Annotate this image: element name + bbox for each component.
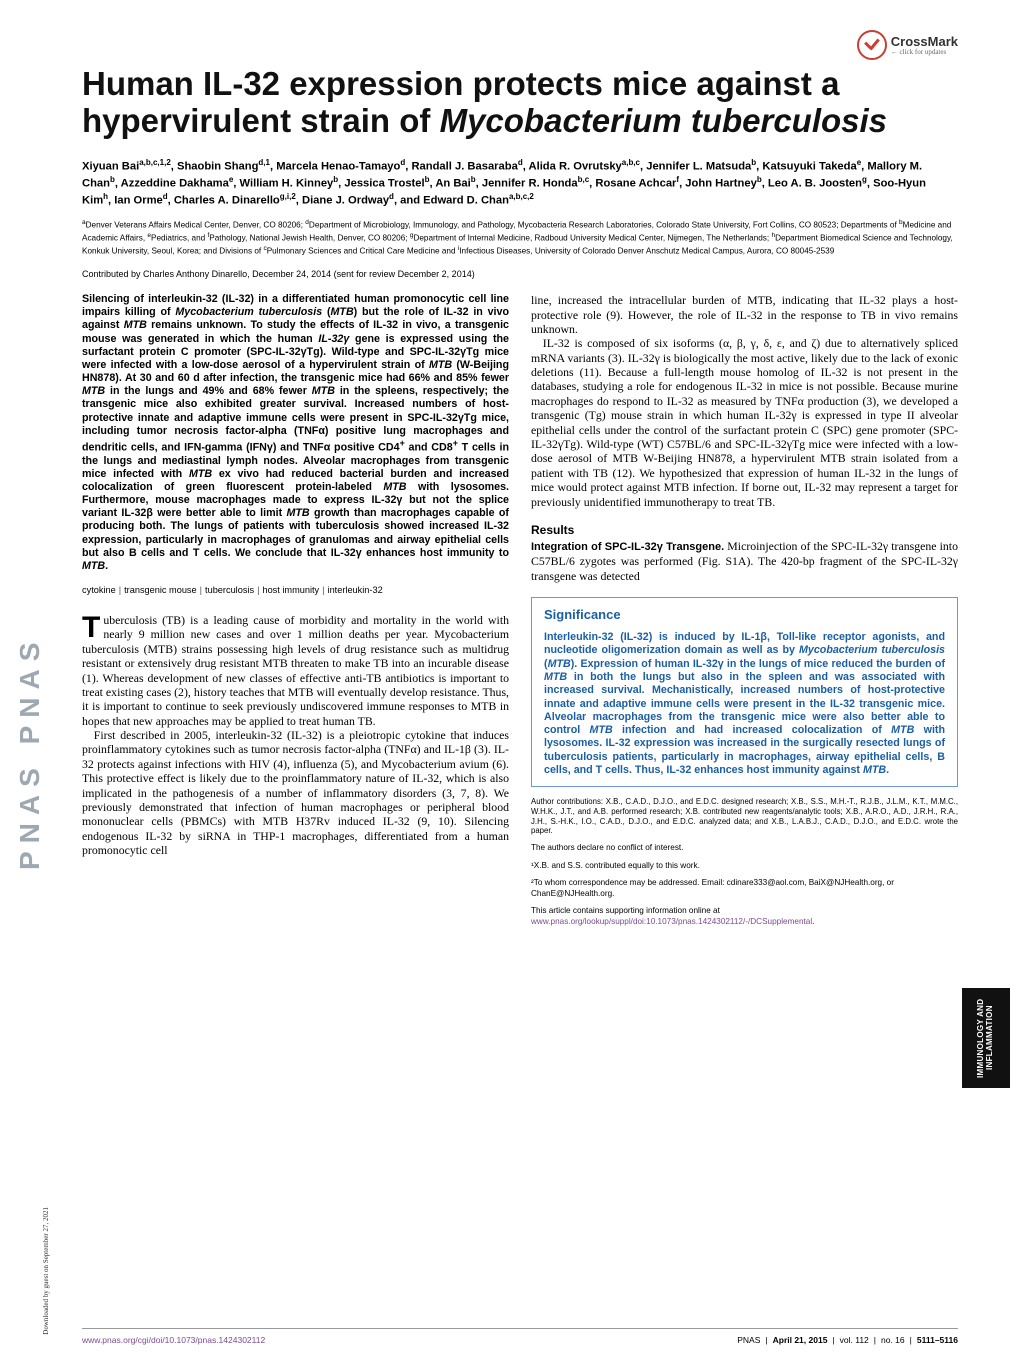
crossmark-label: CrossMark xyxy=(891,35,958,48)
intro-continued: line, increased the intracellular burden… xyxy=(531,293,958,509)
page-footer: www.pnas.org/cgi/doi/10.1073/pnas.142430… xyxy=(82,1328,958,1345)
intro-text: Tuberculosis (TB) is a leading cause of … xyxy=(82,613,509,858)
contributed-line: Contributed by Charles Anthony Dinarello… xyxy=(82,269,958,279)
header-row: CrossMark ← click for updates xyxy=(82,30,958,60)
footer-doi: www.pnas.org/cgi/doi/10.1073/pnas.142430… xyxy=(82,1335,265,1345)
supplementary-link[interactable]: www.pnas.org/lookup/suppl/doi:10.1073/pn… xyxy=(531,917,812,926)
left-column: Silencing of interleukin-32 (IL-32) in a… xyxy=(82,293,509,927)
significance-box: Significance Interleukin-32 (IL-32) is i… xyxy=(531,597,958,787)
results-text: Integration of SPC-IL-32γ Transgene. Mic… xyxy=(531,539,958,583)
abstract: Silencing of interleukin-32 (IL-32) in a… xyxy=(82,293,509,573)
section-label-vertical: IMMUNOLOGY AND INFLAMMATION xyxy=(962,988,1010,1088)
article-title: Human IL-32 expression protects mice aga… xyxy=(82,66,958,140)
results-subheading: Integration of SPC-IL-32γ Transgene. xyxy=(531,541,724,553)
author-contributions: Author contributions: X.B., C.A.D., D.J.… xyxy=(531,797,958,836)
doi-link[interactable]: www.pnas.org/cgi/doi/10.1073/pnas.142430… xyxy=(82,1335,265,1345)
dropcap: T xyxy=(82,613,103,641)
significance-text: Interleukin-32 (IL-32) is induced by IL-… xyxy=(544,631,945,777)
two-column-layout: Silencing of interleukin-32 (IL-32) in a… xyxy=(82,293,958,927)
results-heading: Results xyxy=(531,523,958,537)
download-note: Downloaded by guest on September 27, 202… xyxy=(42,1207,50,1335)
correspondence-note: ²To whom correspondence may be addressed… xyxy=(531,878,958,899)
conflict-statement: The authors declare no conflict of inter… xyxy=(531,843,958,854)
footer-citation: PNAS|April 21, 2015|vol. 112|no. 16|5111… xyxy=(737,1335,958,1345)
crossmark-text-wrap: CrossMark ← click for updates xyxy=(891,35,958,56)
crossmark-sublabel: ← click for updates xyxy=(891,48,958,56)
crossmark-icon xyxy=(857,30,887,60)
affiliations: aDenver Veterans Affairs Medical Center,… xyxy=(82,219,958,257)
significance-title: Significance xyxy=(544,607,945,622)
supplementary-note: This article contains supporting informa… xyxy=(531,906,958,927)
pnas-sidebar-logo: PNAS PNAS xyxy=(14,70,38,870)
equal-contribution-note: ¹X.B. and S.S. contributed equally to th… xyxy=(531,861,958,872)
crossmark-badge[interactable]: CrossMark ← click for updates xyxy=(857,30,958,60)
keywords: cytokine|transgenic mouse|tuberculosis|h… xyxy=(82,585,509,595)
right-column: line, increased the intracellular burden… xyxy=(531,293,958,927)
author-list: Xiyuan Baia,b,c,1,2, Shaobin Shangd,1, M… xyxy=(82,158,958,209)
